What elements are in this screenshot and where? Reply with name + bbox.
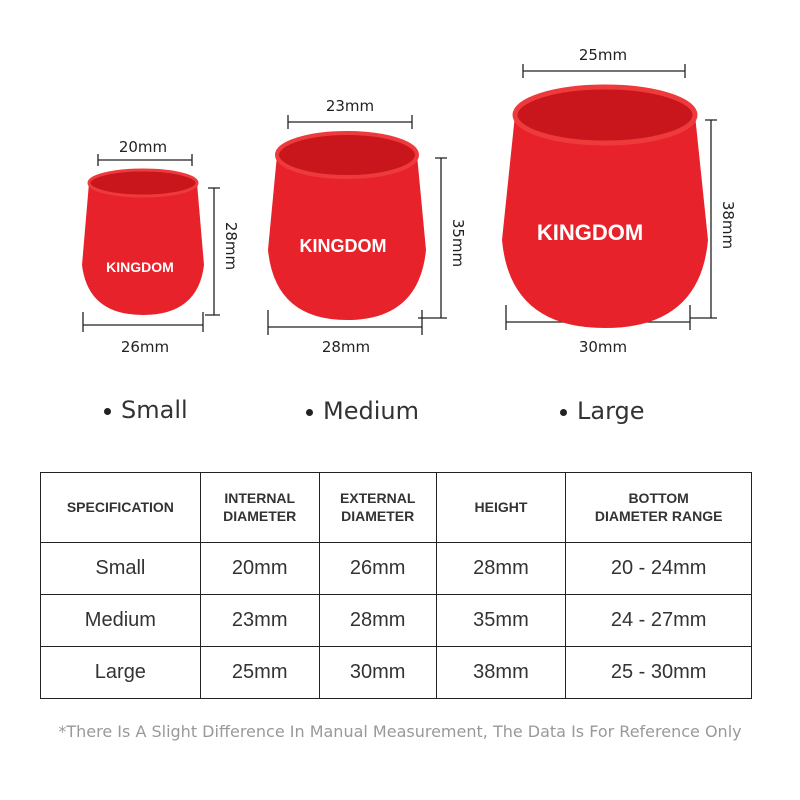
medium-top-dimension: 23mm (325, 97, 375, 115)
large-bottom-dimension: 30mm (578, 338, 628, 356)
table-cell: 25mm (199, 646, 320, 699)
table-cell: 28mm (435, 542, 567, 595)
brand-logo: KINGDOM (106, 259, 174, 275)
table-cell: 20mm (199, 542, 320, 595)
cup-large: KINGDOM (502, 84, 708, 328)
header-cell: BOTTOM DIAMETER RANGE (565, 472, 752, 543)
medium-bottom-dimension: 28mm (321, 338, 371, 356)
table-cell: 23mm (199, 594, 320, 647)
header-cell: EXTERNAL DIAMETER (318, 472, 437, 543)
brand-logo: KINGDOM (537, 220, 643, 245)
brand-logo: KINGDOM (300, 236, 387, 256)
small-height-dimension: 28mm (222, 221, 240, 271)
cup-small: KINGDOM (82, 168, 204, 315)
measurement-note: *There Is A Slight Difference In Manual … (58, 722, 742, 741)
spec-table: SPECIFICATION INTERNAL DIAMETER EXTERNAL… (40, 472, 752, 699)
size-label-small: Small (104, 396, 188, 424)
bullet-icon (306, 408, 313, 416)
table-cell: 38mm (435, 646, 567, 699)
table-header-row: SPECIFICATION INTERNAL DIAMETER EXTERNAL… (40, 472, 752, 543)
table-row: Small 20mm 26mm 28mm 20 - 24mm (40, 542, 752, 595)
bullet-icon (104, 407, 111, 415)
large-top-dimension: 25mm (578, 46, 628, 64)
table-cell: 26mm (318, 542, 437, 595)
table-cell: Medium (40, 594, 201, 647)
bullet-icon (560, 408, 567, 416)
header-cell: HEIGHT (435, 472, 567, 543)
table-cell: 35mm (435, 594, 567, 647)
table-row: Large 25mm 30mm 38mm 25 - 30mm (40, 646, 752, 699)
table-cell: Large (40, 646, 201, 699)
header-cell: INTERNAL DIAMETER (199, 472, 320, 543)
table-row: Medium 23mm 28mm 35mm 24 - 27mm (40, 594, 752, 647)
medium-height-dimension: 35mm (449, 218, 467, 268)
size-name: Small (121, 396, 188, 424)
table-cell: 24 - 27mm (565, 594, 752, 647)
size-name: Large (577, 397, 645, 425)
table-cell: Small (40, 542, 201, 595)
header-cell: SPECIFICATION (40, 472, 201, 543)
table-cell: 28mm (318, 594, 437, 647)
small-bottom-dimension: 26mm (120, 338, 170, 356)
table-cell: 20 - 24mm (565, 542, 752, 595)
size-name: Medium (323, 397, 419, 425)
size-label-medium: Medium (306, 397, 419, 425)
size-label-large: Large (560, 397, 645, 425)
table-cell: 30mm (318, 646, 437, 699)
cups-illustration: KINGDOM KINGDOM KINGDOM (82, 64, 717, 335)
small-top-dimension: 20mm (118, 138, 168, 156)
table-cell: 25 - 30mm (565, 646, 752, 699)
large-height-dimension: 38mm (719, 200, 737, 250)
cup-medium: KINGDOM (268, 131, 426, 320)
